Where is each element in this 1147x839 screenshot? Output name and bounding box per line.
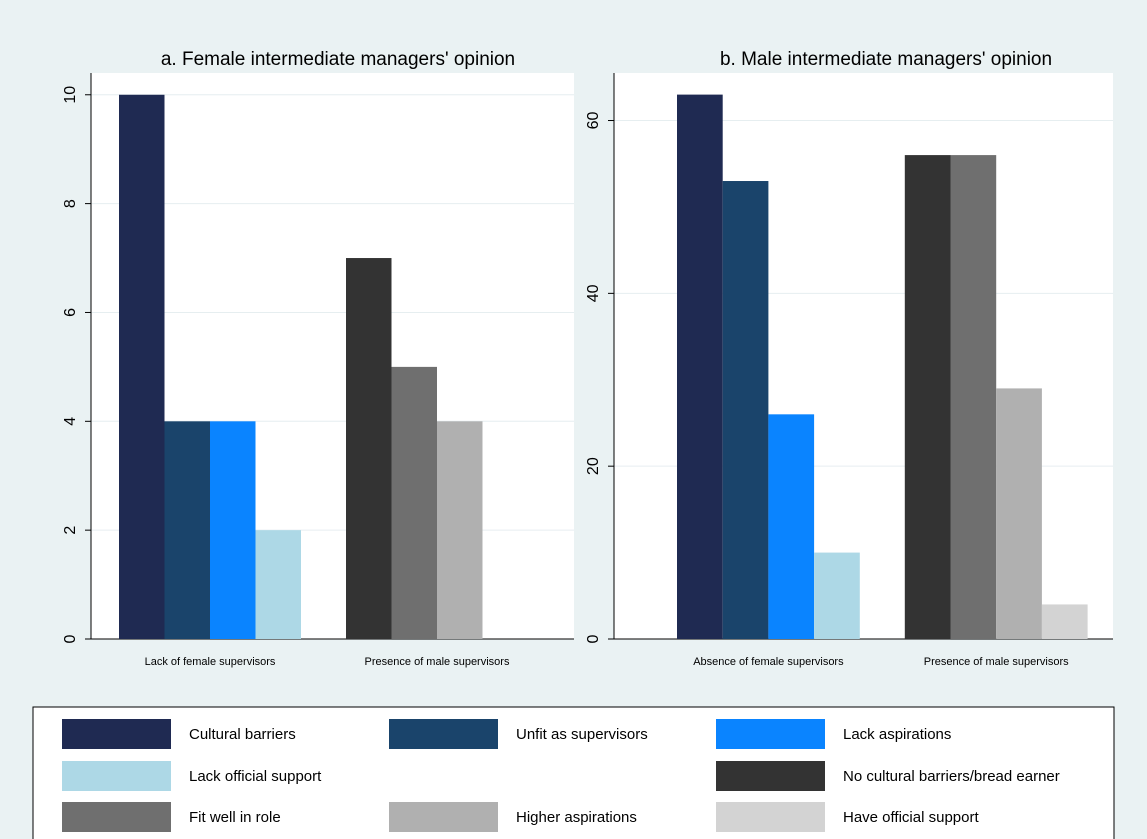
legend-item: Fit well in role <box>62 802 281 832</box>
legend-label: Fit well in role <box>189 809 281 826</box>
bar-lack-official-support <box>255 530 301 639</box>
legend-swatch <box>62 802 171 832</box>
y-tick-label: 6 <box>62 308 79 317</box>
legend-item: Higher aspirations <box>389 802 637 832</box>
legend-label: No cultural barriers/bread earner <box>843 768 1060 785</box>
y-tick-label: 0 <box>585 634 602 643</box>
legend-swatch <box>62 719 171 749</box>
y-tick-label: 40 <box>585 284 602 302</box>
y-tick-label: 4 <box>62 417 79 426</box>
legend-swatch <box>716 761 825 791</box>
legend-swatch <box>62 761 171 791</box>
bar-fit-well-in-role <box>950 155 997 639</box>
legend-item: Lack aspirations <box>716 719 951 749</box>
legend-swatch <box>389 719 498 749</box>
bar-cultural-barriers <box>677 94 723 640</box>
legend-item: Lack official support <box>62 761 322 791</box>
bar-fit-well-in-role <box>391 366 437 639</box>
bar-lack-aspirations <box>210 421 256 639</box>
x-category-label: Lack of female supervisors <box>145 656 276 668</box>
legend-box <box>32 706 1115 839</box>
legend-swatch <box>716 719 825 749</box>
legend-label: Have official support <box>843 809 979 826</box>
y-tick-label: 2 <box>62 526 79 535</box>
bar-no-cultural-barriers-bread-earner <box>346 258 392 639</box>
bar-lack-aspirations <box>768 414 815 639</box>
bar-unfit-as-supervisors <box>164 421 210 639</box>
y-tick-label: 60 <box>585 112 602 130</box>
legend-swatch <box>389 802 498 832</box>
legend-item: Unfit as supervisors <box>389 719 648 749</box>
legend-label: Unfit as supervisors <box>516 726 648 743</box>
legend-item: Cultural barriers <box>62 719 296 749</box>
bar-unfit-as-supervisors <box>722 181 769 640</box>
chart-title: a. Female intermediate managers' opinion <box>161 49 515 70</box>
y-tick-label: 8 <box>62 199 79 208</box>
chart-panel-b: 0 20 40 60 b. Male intermediate managers' op… <box>585 49 1113 668</box>
y-tick-label: 0 <box>62 634 79 643</box>
bar-no-cultural-barriers-bread-earner <box>904 155 951 639</box>
legend-label: Cultural barriers <box>189 726 296 743</box>
bar-lack-official-support <box>814 552 860 639</box>
legend-label: Lack aspirations <box>843 726 951 743</box>
legend-label: Lack official support <box>189 768 322 785</box>
chart-panel-a: 0 2 4 6 8 10 a. Female intermediate managers' … <box>62 49 574 668</box>
bar-cultural-barriers <box>119 94 165 640</box>
y-tick-label: 10 <box>62 86 79 104</box>
legend-label: Higher aspirations <box>516 809 637 826</box>
y-tick-label: 20 <box>585 457 602 475</box>
bar-higher-aspirations <box>996 388 1042 639</box>
legend-item: No cultural barriers/bread earner <box>716 761 1060 791</box>
legend-swatch <box>716 802 825 832</box>
legend: Cultural barriers Unfit as supervisors Lac… <box>32 706 1115 839</box>
x-category-label: Presence of male supervisors <box>924 656 1069 668</box>
bar-higher-aspirations <box>437 421 483 639</box>
chart-title: b. Male intermediate managers' opinion <box>720 49 1052 70</box>
legend-item: Have official support <box>716 802 979 832</box>
bar-have-official-support <box>1041 604 1088 639</box>
x-category-label: Absence of female supervisors <box>693 656 844 668</box>
chart-panels: 0 2 4 6 8 10 a. Female intermediate managers' … <box>62 49 1113 668</box>
x-category-label: Presence of male supervisors <box>365 656 510 668</box>
